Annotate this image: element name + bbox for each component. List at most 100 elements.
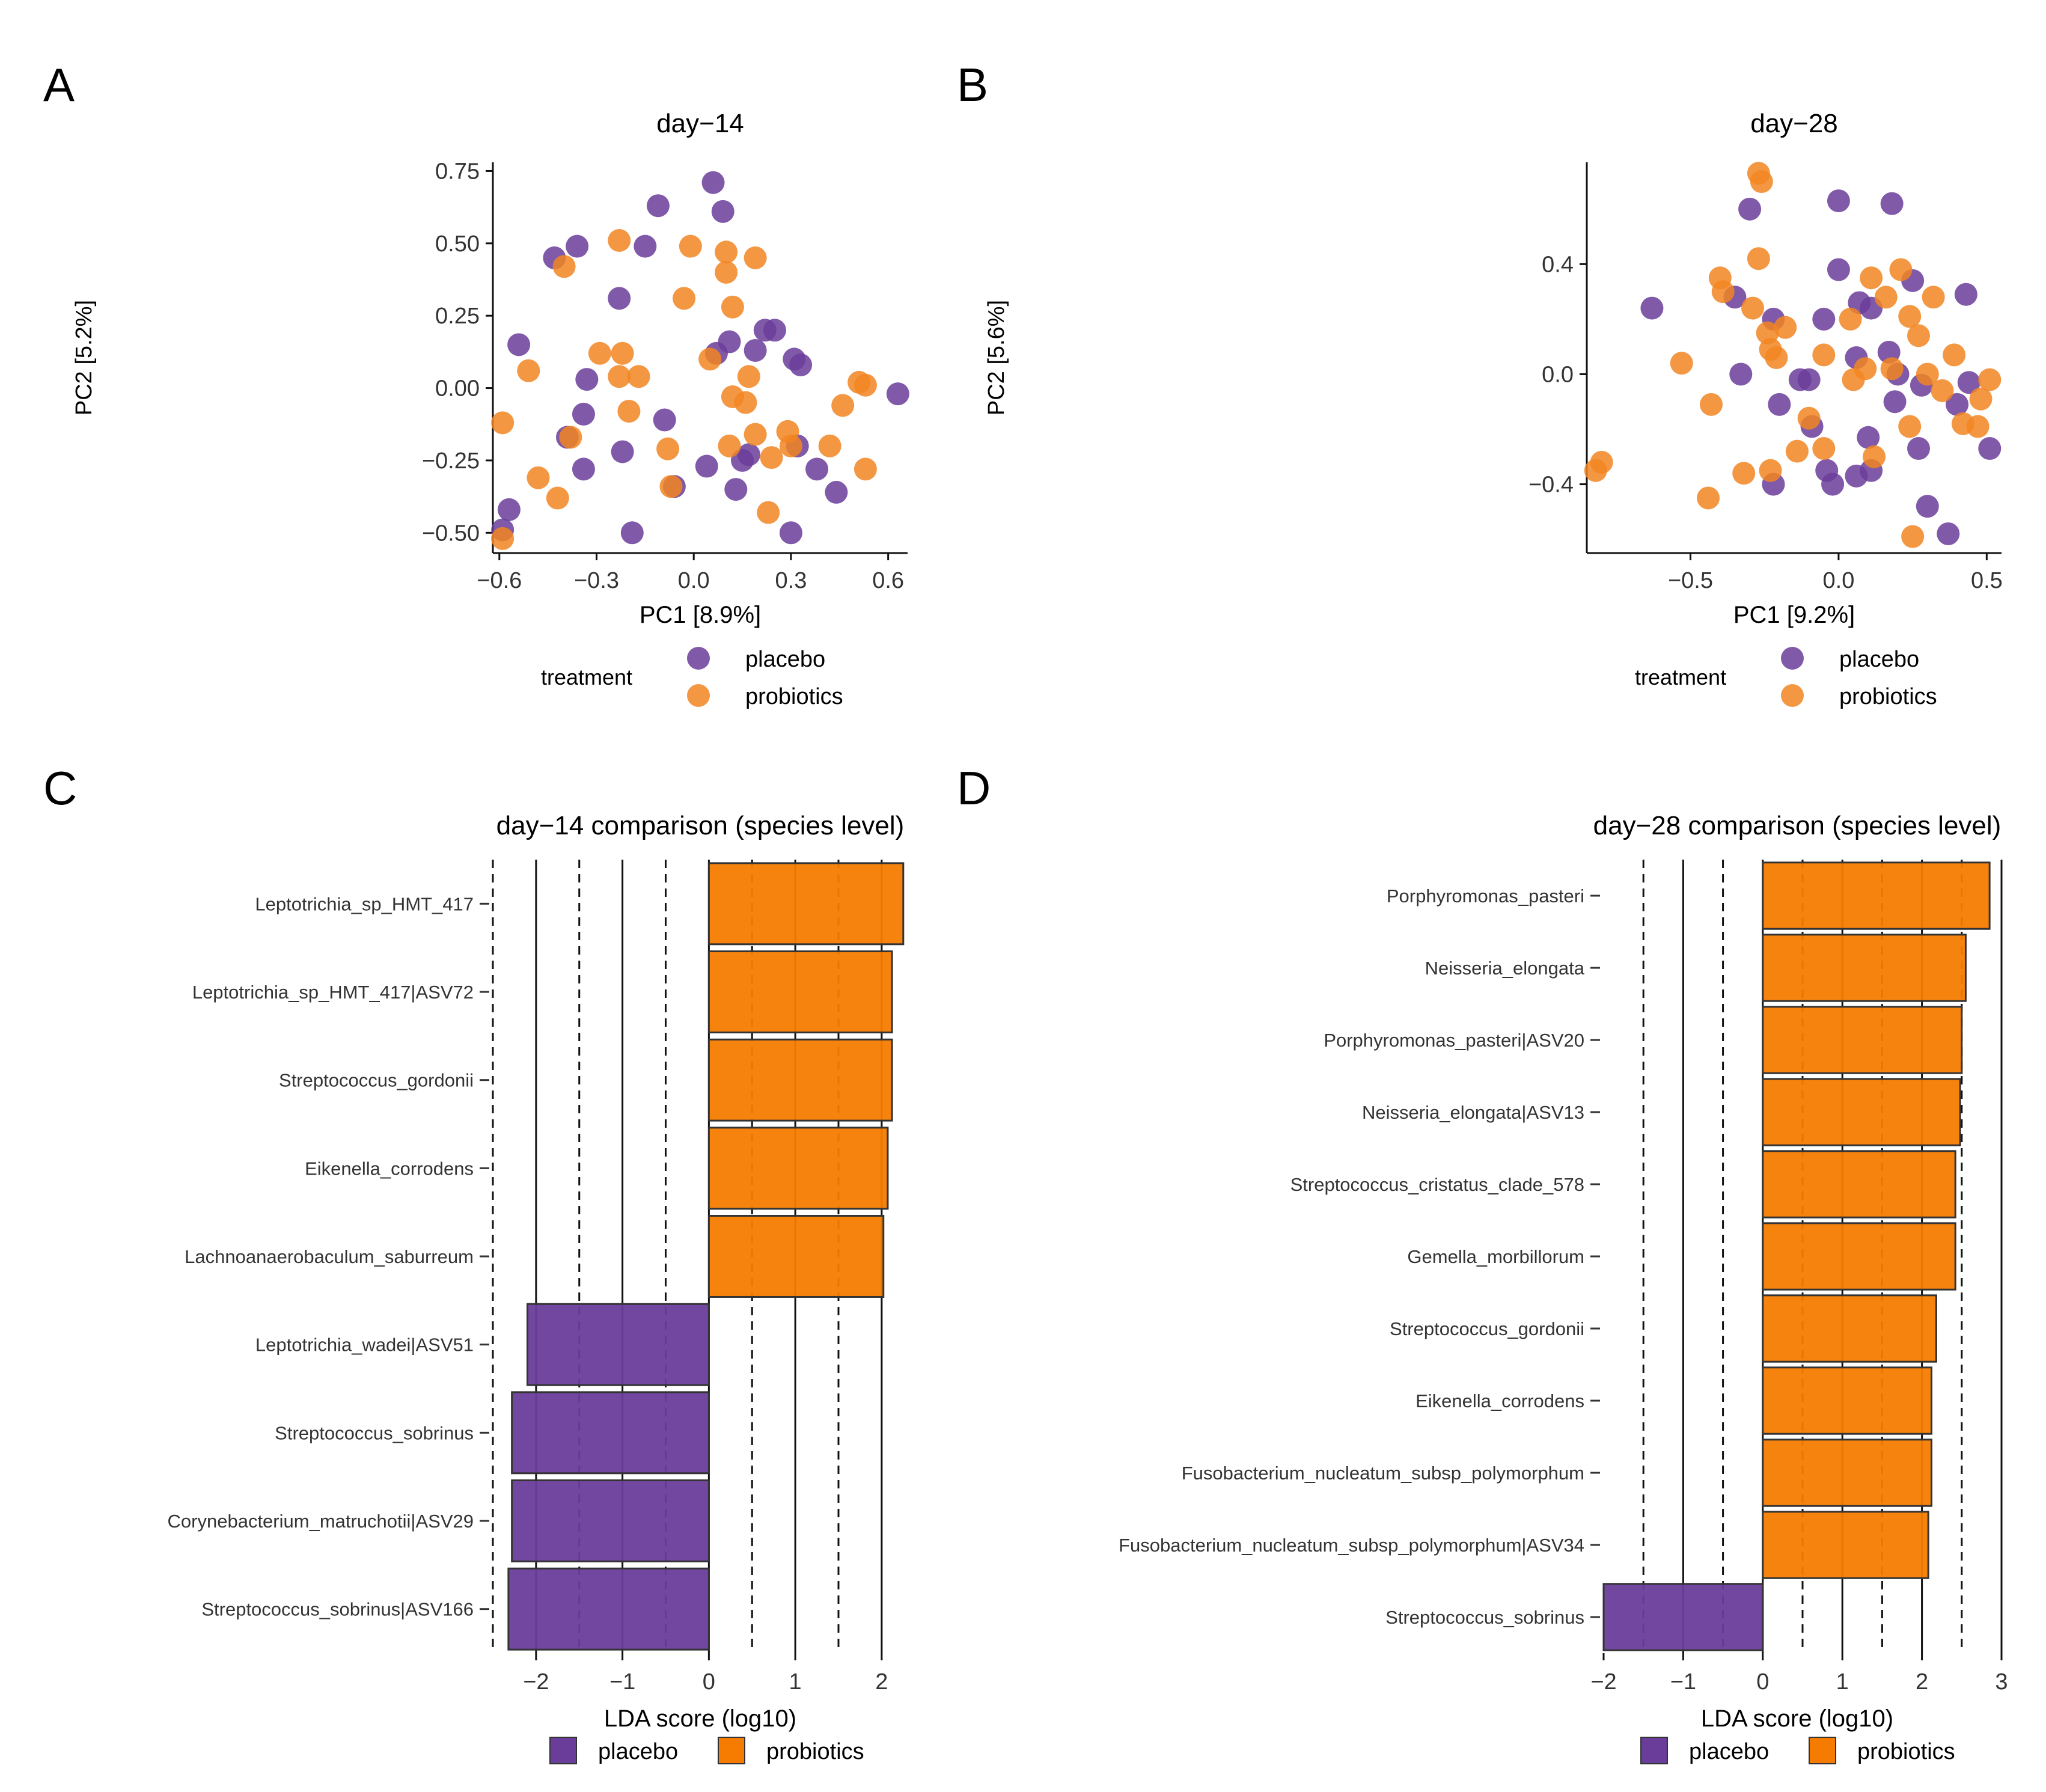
- point-probiotics: [1700, 393, 1723, 416]
- legend: placebo probiotics: [549, 1737, 864, 1764]
- point-probiotics: [854, 373, 877, 397]
- panel-label-c: C: [43, 762, 77, 815]
- point-placebo: [1957, 371, 1980, 394]
- point-placebo: [634, 234, 657, 258]
- point-placebo: [572, 402, 595, 426]
- point-probiotics: [718, 434, 741, 457]
- legend-label-probiotics: probiotics: [766, 1739, 864, 1764]
- point-placebo: [1812, 307, 1836, 331]
- bar-probiotics: [707, 950, 893, 1033]
- bar-placebo: [511, 1479, 710, 1562]
- category-label: Streptococcus_gordonii: [1390, 1318, 1584, 1339]
- category-label: Streptococcus_cristatus_clade_578: [1290, 1174, 1584, 1195]
- x-tick-label: −0.6: [477, 568, 522, 593]
- bar-probiotics: [1762, 934, 1967, 1002]
- point-probiotics: [559, 426, 582, 449]
- point-probiotics: [546, 486, 569, 510]
- point-probiotics: [1922, 286, 1945, 309]
- point-probiotics: [760, 446, 783, 469]
- point-probiotics: [1978, 368, 2002, 391]
- lda-panel-day28: day−28 comparison (species level) Porphyr…: [1119, 811, 2008, 1764]
- category-label: Fusobacterium_nucleatum_subsp_polymorphu…: [1182, 1463, 1584, 1484]
- x-tick-label: −1: [1670, 1669, 1696, 1695]
- y-axis-label: PC2 [5.6%]: [984, 300, 1009, 415]
- x-tick-label: 0.0: [1823, 568, 1855, 593]
- point-placebo: [789, 353, 813, 377]
- point-probiotics: [659, 475, 683, 498]
- bar-placebo: [527, 1303, 710, 1386]
- point-placebo: [1640, 296, 1664, 320]
- legend-key-placebo: [687, 647, 710, 670]
- point-placebo: [695, 454, 718, 478]
- point-placebo: [1821, 472, 1845, 496]
- point-placebo: [825, 480, 848, 504]
- point-probiotics: [491, 527, 515, 550]
- panel-label-b: B: [957, 58, 988, 111]
- point-placebo: [1768, 393, 1791, 416]
- point-placebo: [886, 382, 909, 406]
- point-probiotics: [1874, 286, 1898, 309]
- bar-probiotics: [1762, 1006, 1963, 1074]
- bar-probiotics: [707, 1038, 893, 1122]
- legend: placebo probiotics: [1640, 1737, 1955, 1764]
- bar-probiotics: [1762, 1078, 1961, 1146]
- point-probiotics: [1931, 379, 1954, 402]
- category-label: Leptotrichia_sp_HMT_417: [255, 893, 474, 914]
- point-probiotics: [831, 394, 855, 417]
- point-probiotics: [1812, 437, 1836, 460]
- point-probiotics: [715, 240, 738, 264]
- y-tick-label: 0.0: [1542, 362, 1574, 387]
- x-tick-label: 1: [789, 1669, 802, 1695]
- category-label: Leptotrichia_wadei|ASV51: [255, 1335, 474, 1356]
- point-placebo: [701, 171, 725, 194]
- x-tick-label: 0.5: [1971, 568, 2003, 593]
- x-tick-label: 0.0: [678, 568, 710, 593]
- point-placebo: [1729, 362, 1753, 386]
- x-tick-label: 0: [703, 1669, 715, 1695]
- point-placebo: [805, 457, 829, 481]
- point-probiotics: [527, 466, 550, 489]
- point-probiotics: [1741, 296, 1764, 320]
- legend-key-placebo: [1640, 1737, 1668, 1764]
- legend-label-placebo: placebo: [1839, 647, 1919, 672]
- category-label: Streptococcus_sobrinus: [275, 1422, 474, 1443]
- category-label: Lachnoanaerobaculum_saburreum: [185, 1246, 474, 1267]
- bar-probiotics: [1762, 861, 1991, 930]
- legend-label-probiotics: probiotics: [1857, 1739, 1955, 1764]
- bar-placebo: [507, 1567, 710, 1651]
- bar-probiotics: [1762, 1294, 1937, 1363]
- point-placebo: [1954, 283, 1977, 306]
- point-probiotics: [1797, 406, 1821, 430]
- point-probiotics: [1907, 324, 1930, 347]
- y-tick-label: 0.00: [435, 376, 480, 402]
- x-tick-label: 2: [1916, 1669, 1928, 1695]
- point-placebo: [1978, 437, 2002, 460]
- legend-key-probiotics: [1809, 1737, 1836, 1764]
- point-probiotics: [698, 347, 722, 371]
- x-axis-label: LDA score (log10): [1701, 1705, 1893, 1732]
- point-placebo: [620, 521, 644, 545]
- x-tick-label: −0.5: [1668, 568, 1713, 593]
- y-tick-label: 0.50: [435, 231, 480, 257]
- category-label: Neisseria_elongata: [1425, 958, 1585, 979]
- legend-key-placebo: [549, 1737, 577, 1764]
- point-probiotics: [737, 365, 760, 388]
- point-probiotics: [1697, 486, 1720, 510]
- x-tick-label: 0.3: [775, 568, 807, 593]
- point-probiotics: [588, 341, 611, 365]
- panel-label-a: A: [43, 58, 75, 111]
- x-tick-label: 0.6: [872, 568, 904, 593]
- point-probiotics: [627, 365, 650, 388]
- point-probiotics: [1747, 247, 1770, 271]
- point-placebo: [1883, 390, 1907, 414]
- chart-title: day−14: [656, 109, 744, 138]
- y-tick-label: 0.25: [435, 304, 480, 329]
- point-probiotics: [1916, 362, 1939, 386]
- point-placebo: [611, 440, 634, 463]
- point-probiotics: [1812, 343, 1836, 367]
- legend-key-placebo: [1781, 647, 1804, 670]
- point-probiotics: [1901, 525, 1925, 548]
- point-placebo: [1916, 495, 1939, 518]
- point-probiotics: [1966, 415, 1990, 438]
